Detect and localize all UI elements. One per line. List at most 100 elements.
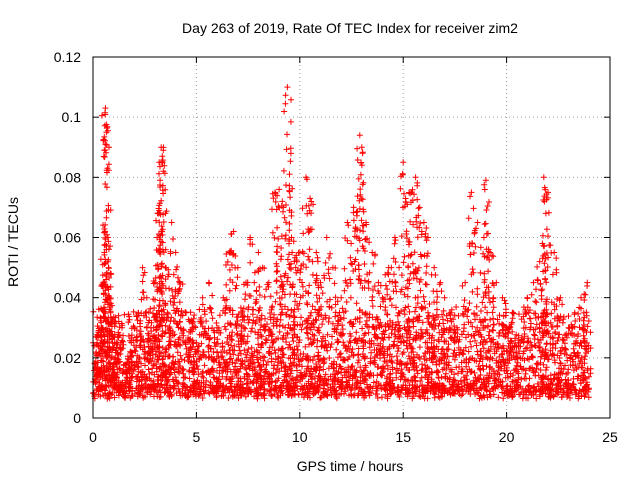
data-point — [563, 351, 570, 358]
data-point — [356, 384, 363, 391]
data-point — [414, 370, 421, 377]
data-point — [395, 328, 402, 335]
x-tick-label: 15 — [395, 429, 411, 445]
data-point — [280, 359, 287, 366]
data-point — [472, 328, 479, 335]
data-point — [205, 389, 212, 396]
data-point — [213, 394, 220, 401]
data-point — [537, 344, 544, 350]
data-point — [532, 343, 539, 349]
y-tick-label: 0.12 — [54, 49, 81, 65]
x-tick-label: 0 — [89, 429, 97, 445]
data-point — [370, 379, 377, 386]
y-tick-label: 0.06 — [54, 230, 81, 246]
data-point — [258, 312, 265, 319]
data-point — [272, 369, 279, 376]
data-point — [334, 378, 341, 384]
data-point — [379, 364, 386, 371]
data-point — [340, 339, 347, 346]
data-point — [381, 365, 387, 372]
data-point — [200, 374, 207, 381]
data-point — [416, 344, 423, 351]
data-point — [557, 360, 564, 366]
data-point — [533, 321, 540, 328]
data-point — [434, 306, 440, 313]
data-points — [90, 84, 594, 402]
data-point — [333, 393, 339, 400]
data-point — [418, 326, 424, 333]
data-point — [582, 391, 589, 398]
data-point — [284, 329, 291, 336]
x-axis-label: GPS time / hours — [297, 458, 404, 474]
data-point — [357, 364, 364, 371]
data-point — [547, 372, 554, 379]
data-point — [524, 355, 531, 362]
data-point — [178, 307, 185, 314]
data-point — [355, 357, 362, 364]
data-point — [403, 342, 410, 349]
data-point — [374, 395, 381, 401]
data-point — [111, 394, 118, 401]
data-point — [335, 338, 342, 345]
y-axis-label: ROTI / TECUs — [5, 197, 21, 287]
data-point — [559, 336, 566, 343]
data-point — [484, 309, 491, 316]
y-tick-label: 0.02 — [54, 350, 81, 366]
y-tick-label: 0.04 — [54, 290, 81, 306]
data-point — [199, 395, 206, 401]
data-point — [302, 343, 309, 350]
x-tick-label: 25 — [602, 429, 618, 445]
data-point — [317, 363, 324, 370]
data-point — [462, 344, 469, 351]
gridlines — [93, 57, 610, 418]
data-point — [451, 371, 458, 378]
data-point — [485, 332, 492, 339]
data-point — [460, 311, 467, 318]
data-point — [205, 355, 212, 361]
data-point — [501, 362, 508, 369]
data-point — [238, 360, 245, 367]
data-point — [495, 394, 502, 401]
data-point — [129, 387, 136, 394]
data-point — [389, 377, 396, 384]
data-point — [378, 394, 385, 401]
data-point — [272, 349, 279, 356]
data-point — [249, 325, 256, 332]
data-point — [480, 345, 487, 352]
data-point — [540, 361, 547, 368]
data-point — [213, 320, 220, 326]
data-point — [500, 395, 507, 402]
data-point — [520, 325, 527, 332]
data-point — [447, 391, 454, 398]
data-point — [225, 395, 232, 401]
data-point — [347, 339, 354, 346]
data-point — [132, 348, 139, 355]
x-tick-label: 20 — [499, 429, 515, 445]
data-point — [419, 382, 426, 388]
data-point — [361, 394, 368, 401]
data-point — [565, 313, 572, 320]
data-point — [349, 363, 356, 369]
data-point — [268, 391, 275, 398]
data-point — [98, 357, 105, 364]
data-point — [186, 386, 193, 393]
data-point — [394, 312, 401, 319]
data-point — [339, 305, 346, 312]
data-point — [354, 379, 361, 386]
data-point — [312, 375, 318, 382]
data-point — [558, 394, 565, 400]
data-point — [277, 316, 284, 323]
x-tick-label: 5 — [193, 429, 201, 445]
data-point — [96, 379, 103, 386]
data-point — [513, 331, 520, 338]
data-point — [562, 362, 568, 369]
data-point — [229, 337, 236, 344]
data-point — [526, 365, 533, 372]
data-point — [314, 337, 321, 344]
data-point — [509, 315, 516, 322]
data-point — [198, 314, 204, 321]
data-point — [180, 332, 187, 339]
data-point — [533, 360, 540, 367]
data-point — [387, 383, 394, 390]
